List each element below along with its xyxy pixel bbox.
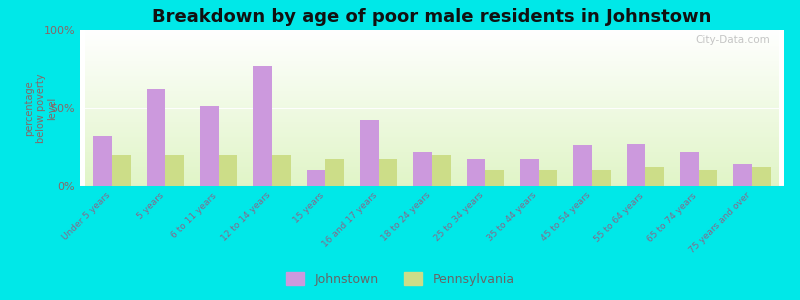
Y-axis label: percentage
below poverty
level: percentage below poverty level — [24, 73, 58, 143]
Bar — [432, 155, 450, 186]
Bar — [94, 136, 112, 186]
Bar — [306, 170, 326, 186]
Bar — [378, 160, 398, 186]
Bar — [574, 146, 592, 186]
Bar — [326, 160, 344, 186]
Bar — [200, 106, 218, 186]
Bar — [680, 152, 698, 186]
Bar — [592, 170, 610, 186]
Bar — [520, 160, 538, 186]
Legend: Johnstown, Pennsylvania: Johnstown, Pennsylvania — [281, 267, 519, 291]
Bar — [734, 164, 752, 186]
Bar — [146, 89, 166, 186]
Title: Breakdown by age of poor male residents in Johnstown: Breakdown by age of poor male residents … — [152, 8, 712, 26]
Bar — [112, 155, 130, 186]
Bar — [626, 144, 646, 186]
Bar — [360, 121, 378, 186]
Bar — [752, 167, 770, 186]
Bar — [698, 170, 718, 186]
Bar — [466, 160, 486, 186]
Bar — [218, 155, 238, 186]
Bar — [538, 170, 558, 186]
Bar — [486, 170, 504, 186]
Bar — [414, 152, 432, 186]
Bar — [272, 155, 290, 186]
Text: City-Data.com: City-Data.com — [695, 35, 770, 45]
Bar — [646, 167, 664, 186]
Bar — [166, 155, 184, 186]
Bar — [254, 66, 272, 186]
